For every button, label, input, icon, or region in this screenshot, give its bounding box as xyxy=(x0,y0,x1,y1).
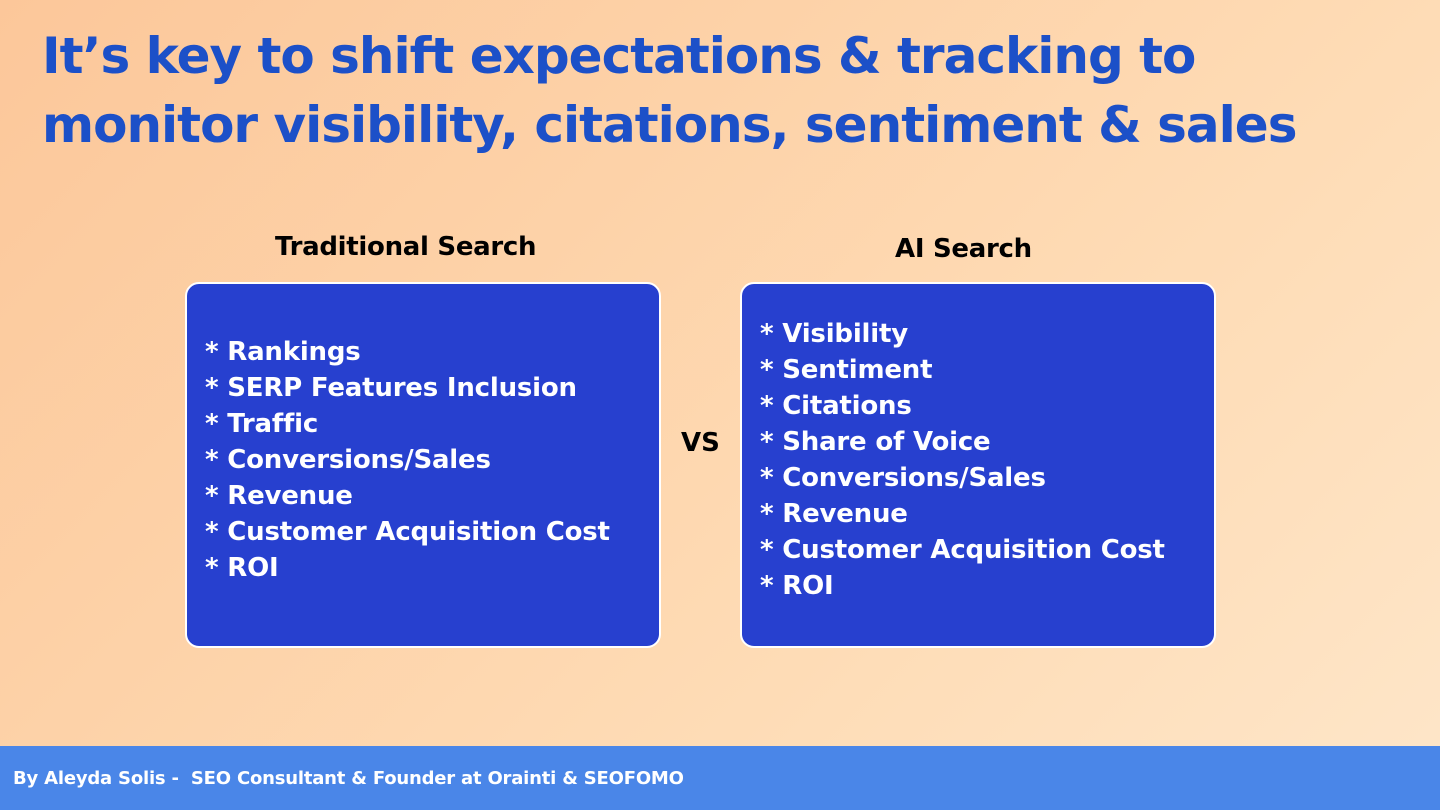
list-item: Sentiment xyxy=(760,352,1214,388)
slide-title-line: monitor visibility, citations, sentiment… xyxy=(42,96,1297,154)
list-item: SERP Features Inclusion xyxy=(205,370,659,406)
footer-credit: By Aleyda Solis - SEO Consultant & Found… xyxy=(13,767,684,789)
list-item: Conversions/Sales xyxy=(760,460,1214,496)
traditional-metrics-list: Rankings SERP Features Inclusion Traffic… xyxy=(187,334,659,586)
list-item: Revenue xyxy=(205,478,659,514)
list-item: ROI xyxy=(760,568,1214,604)
list-item: Conversions/Sales xyxy=(205,442,659,478)
list-item: Revenue xyxy=(760,496,1214,532)
list-item: Share of Voice xyxy=(760,424,1214,460)
traditional-search-heading: Traditional Search xyxy=(275,232,537,262)
footer-bar: By Aleyda Solis - SEO Consultant & Found… xyxy=(0,746,1440,810)
slide-title-line: It’s key to shift expectations & trackin… xyxy=(42,27,1196,85)
list-item: Customer Acquisition Cost xyxy=(205,514,659,550)
list-item: Visibility xyxy=(760,316,1214,352)
list-item: Citations xyxy=(760,388,1214,424)
list-item: Traffic xyxy=(205,406,659,442)
list-item: ROI xyxy=(205,550,659,586)
traditional-search-box: Rankings SERP Features Inclusion Traffic… xyxy=(185,282,661,648)
ai-metrics-list: Visibility Sentiment Citations Share of … xyxy=(742,316,1214,604)
ai-search-heading: AI Search xyxy=(895,234,1032,264)
slide-title: It’s key to shift expectations & trackin… xyxy=(42,22,1402,160)
versus-label: VS xyxy=(681,428,720,458)
list-item: Rankings xyxy=(205,334,659,370)
list-item: Customer Acquisition Cost xyxy=(760,532,1214,568)
ai-search-box: Visibility Sentiment Citations Share of … xyxy=(740,282,1216,648)
